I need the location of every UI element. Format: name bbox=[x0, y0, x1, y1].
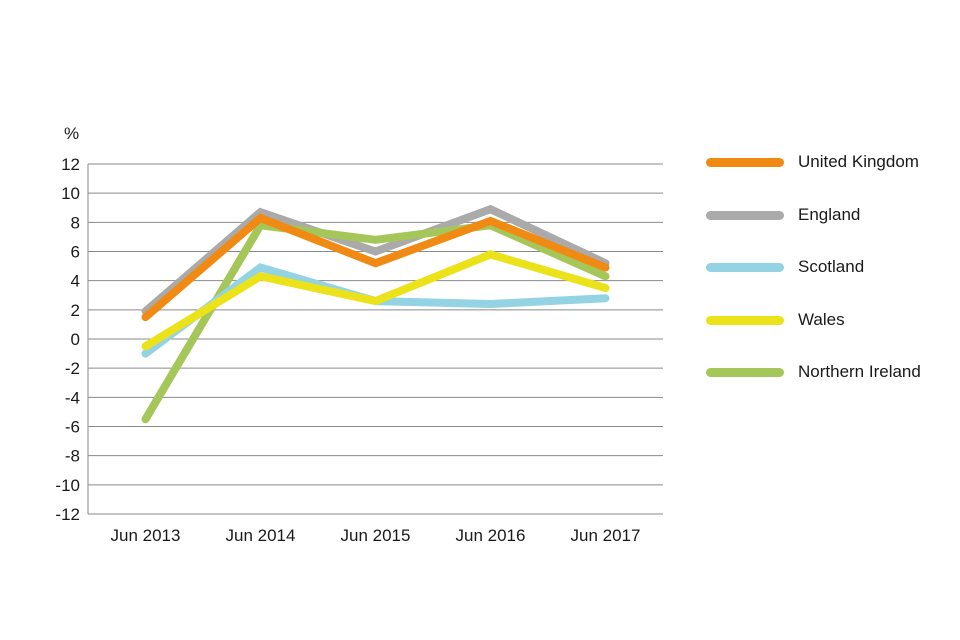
legend-label: England bbox=[798, 204, 861, 224]
y-tick-label: -8 bbox=[65, 447, 80, 466]
legend: United Kingdom England Scotland Wales Northe… bbox=[706, 150, 956, 413]
y-tick-label: 4 bbox=[71, 272, 80, 291]
series-line-northern-ireland bbox=[141, 221, 610, 424]
x-tick-label: Jun 2013 bbox=[111, 526, 181, 545]
legend-item-northern-ireland: Northern Ireland bbox=[706, 360, 956, 413]
y-tick-label: -4 bbox=[65, 388, 80, 407]
legend-swatch bbox=[706, 158, 784, 167]
x-tick-label: Jun 2016 bbox=[456, 526, 526, 545]
y-tick-label: 6 bbox=[71, 243, 80, 262]
y-tick-label: -12 bbox=[55, 505, 80, 524]
y-tick-label: -2 bbox=[65, 359, 80, 378]
legend-item-scotland: Scotland bbox=[706, 255, 956, 308]
y-tick-label: -10 bbox=[55, 476, 80, 495]
series-line-england bbox=[141, 204, 610, 316]
y-tick-label: -6 bbox=[65, 418, 80, 437]
y-tick-label: 10 bbox=[61, 184, 80, 203]
legend-item-united-kingdom: United Kingdom bbox=[706, 150, 956, 203]
legend-label: United Kingdom bbox=[798, 152, 919, 171]
legend-swatch bbox=[706, 368, 784, 377]
y-tick-label: 8 bbox=[71, 213, 80, 232]
grid-lines bbox=[87, 163, 663, 515]
legend-item-england: England bbox=[706, 203, 956, 256]
series-lines bbox=[141, 204, 610, 424]
x-tick-label: Jun 2014 bbox=[226, 526, 296, 545]
series-line-united-kingdom bbox=[141, 213, 610, 322]
y-tick-label: 12 bbox=[61, 155, 80, 174]
x-tick-label: Jun 2017 bbox=[571, 526, 641, 545]
legend-label: Scotland bbox=[798, 257, 865, 276]
y-tick-label: 0 bbox=[71, 330, 80, 349]
x-tick-label: Jun 2015 bbox=[341, 526, 411, 545]
x-axis-tick-labels: Jun 2013 Jun 2014 Jun 2015 Jun 2016 Jun 2017 bbox=[111, 526, 641, 545]
legend-swatch bbox=[706, 210, 784, 220]
y-axis-label: % bbox=[64, 124, 79, 143]
legend-item-wales: Wales bbox=[706, 308, 956, 361]
legend-label: Wales bbox=[798, 309, 845, 329]
y-axis-tick-labels: 12 10 8 6 4 2 0 -2 -4 -6 -8 -10 -12 bbox=[55, 155, 80, 524]
series-line-wales bbox=[141, 250, 610, 351]
y-tick-label: 2 bbox=[71, 301, 80, 320]
legend-label: Northern Ireland bbox=[798, 362, 921, 381]
legend-swatch bbox=[706, 263, 784, 272]
legend-swatch bbox=[706, 315, 784, 325]
